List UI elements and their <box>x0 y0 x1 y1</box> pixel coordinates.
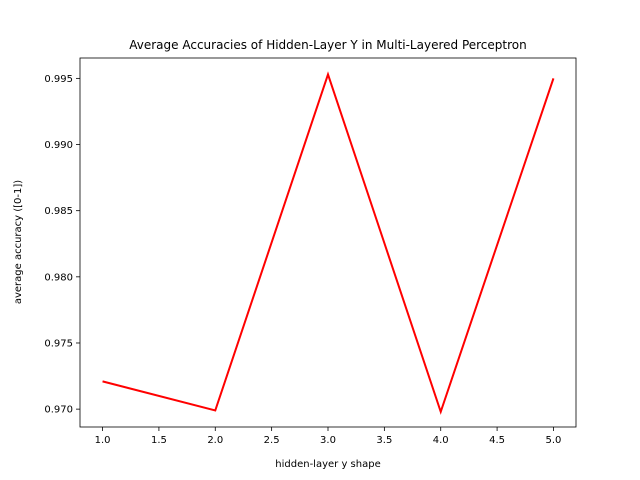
x-tick-label: 3.5 <box>376 435 392 446</box>
x-tick-label: 4.0 <box>433 435 449 446</box>
plot-area <box>79 57 577 428</box>
series-layer <box>102 71 555 415</box>
y-tick-label: 0.975 <box>44 338 73 349</box>
y-tick-label: 0.980 <box>44 272 73 283</box>
x-tick-label: 2.0 <box>207 435 223 446</box>
x-tick-label: 1.5 <box>151 435 167 446</box>
x-axis: 1.0 1.5 2.0 2.5 3.0 3.5 4.0 4.5 5.0 <box>95 427 562 446</box>
y-tick-label: 0.990 <box>44 140 73 151</box>
x-tick-label: 4.5 <box>489 435 505 446</box>
chart-title: Average Accuracies of Hidden-Layer Y in … <box>129 38 526 52</box>
y-tick-label: 0.970 <box>44 405 73 416</box>
y-axis: 0.970 0.975 0.980 0.985 0.990 0.995 <box>44 74 80 416</box>
plot-frame <box>79 57 577 428</box>
x-tick-label: 5.0 <box>546 435 562 446</box>
y-tick-label: 0.995 <box>44 74 73 85</box>
y-tick-label: 0.985 <box>44 206 73 217</box>
x-tick-label: 2.5 <box>264 435 280 446</box>
x-tick-label: 1.0 <box>95 435 111 446</box>
x-tick-label: 3.0 <box>320 435 336 446</box>
series-line <box>102 71 555 415</box>
y-axis-label: average accuracy ([0-1]) <box>13 180 24 304</box>
x-axis-label: hidden-layer y shape <box>275 459 380 470</box>
